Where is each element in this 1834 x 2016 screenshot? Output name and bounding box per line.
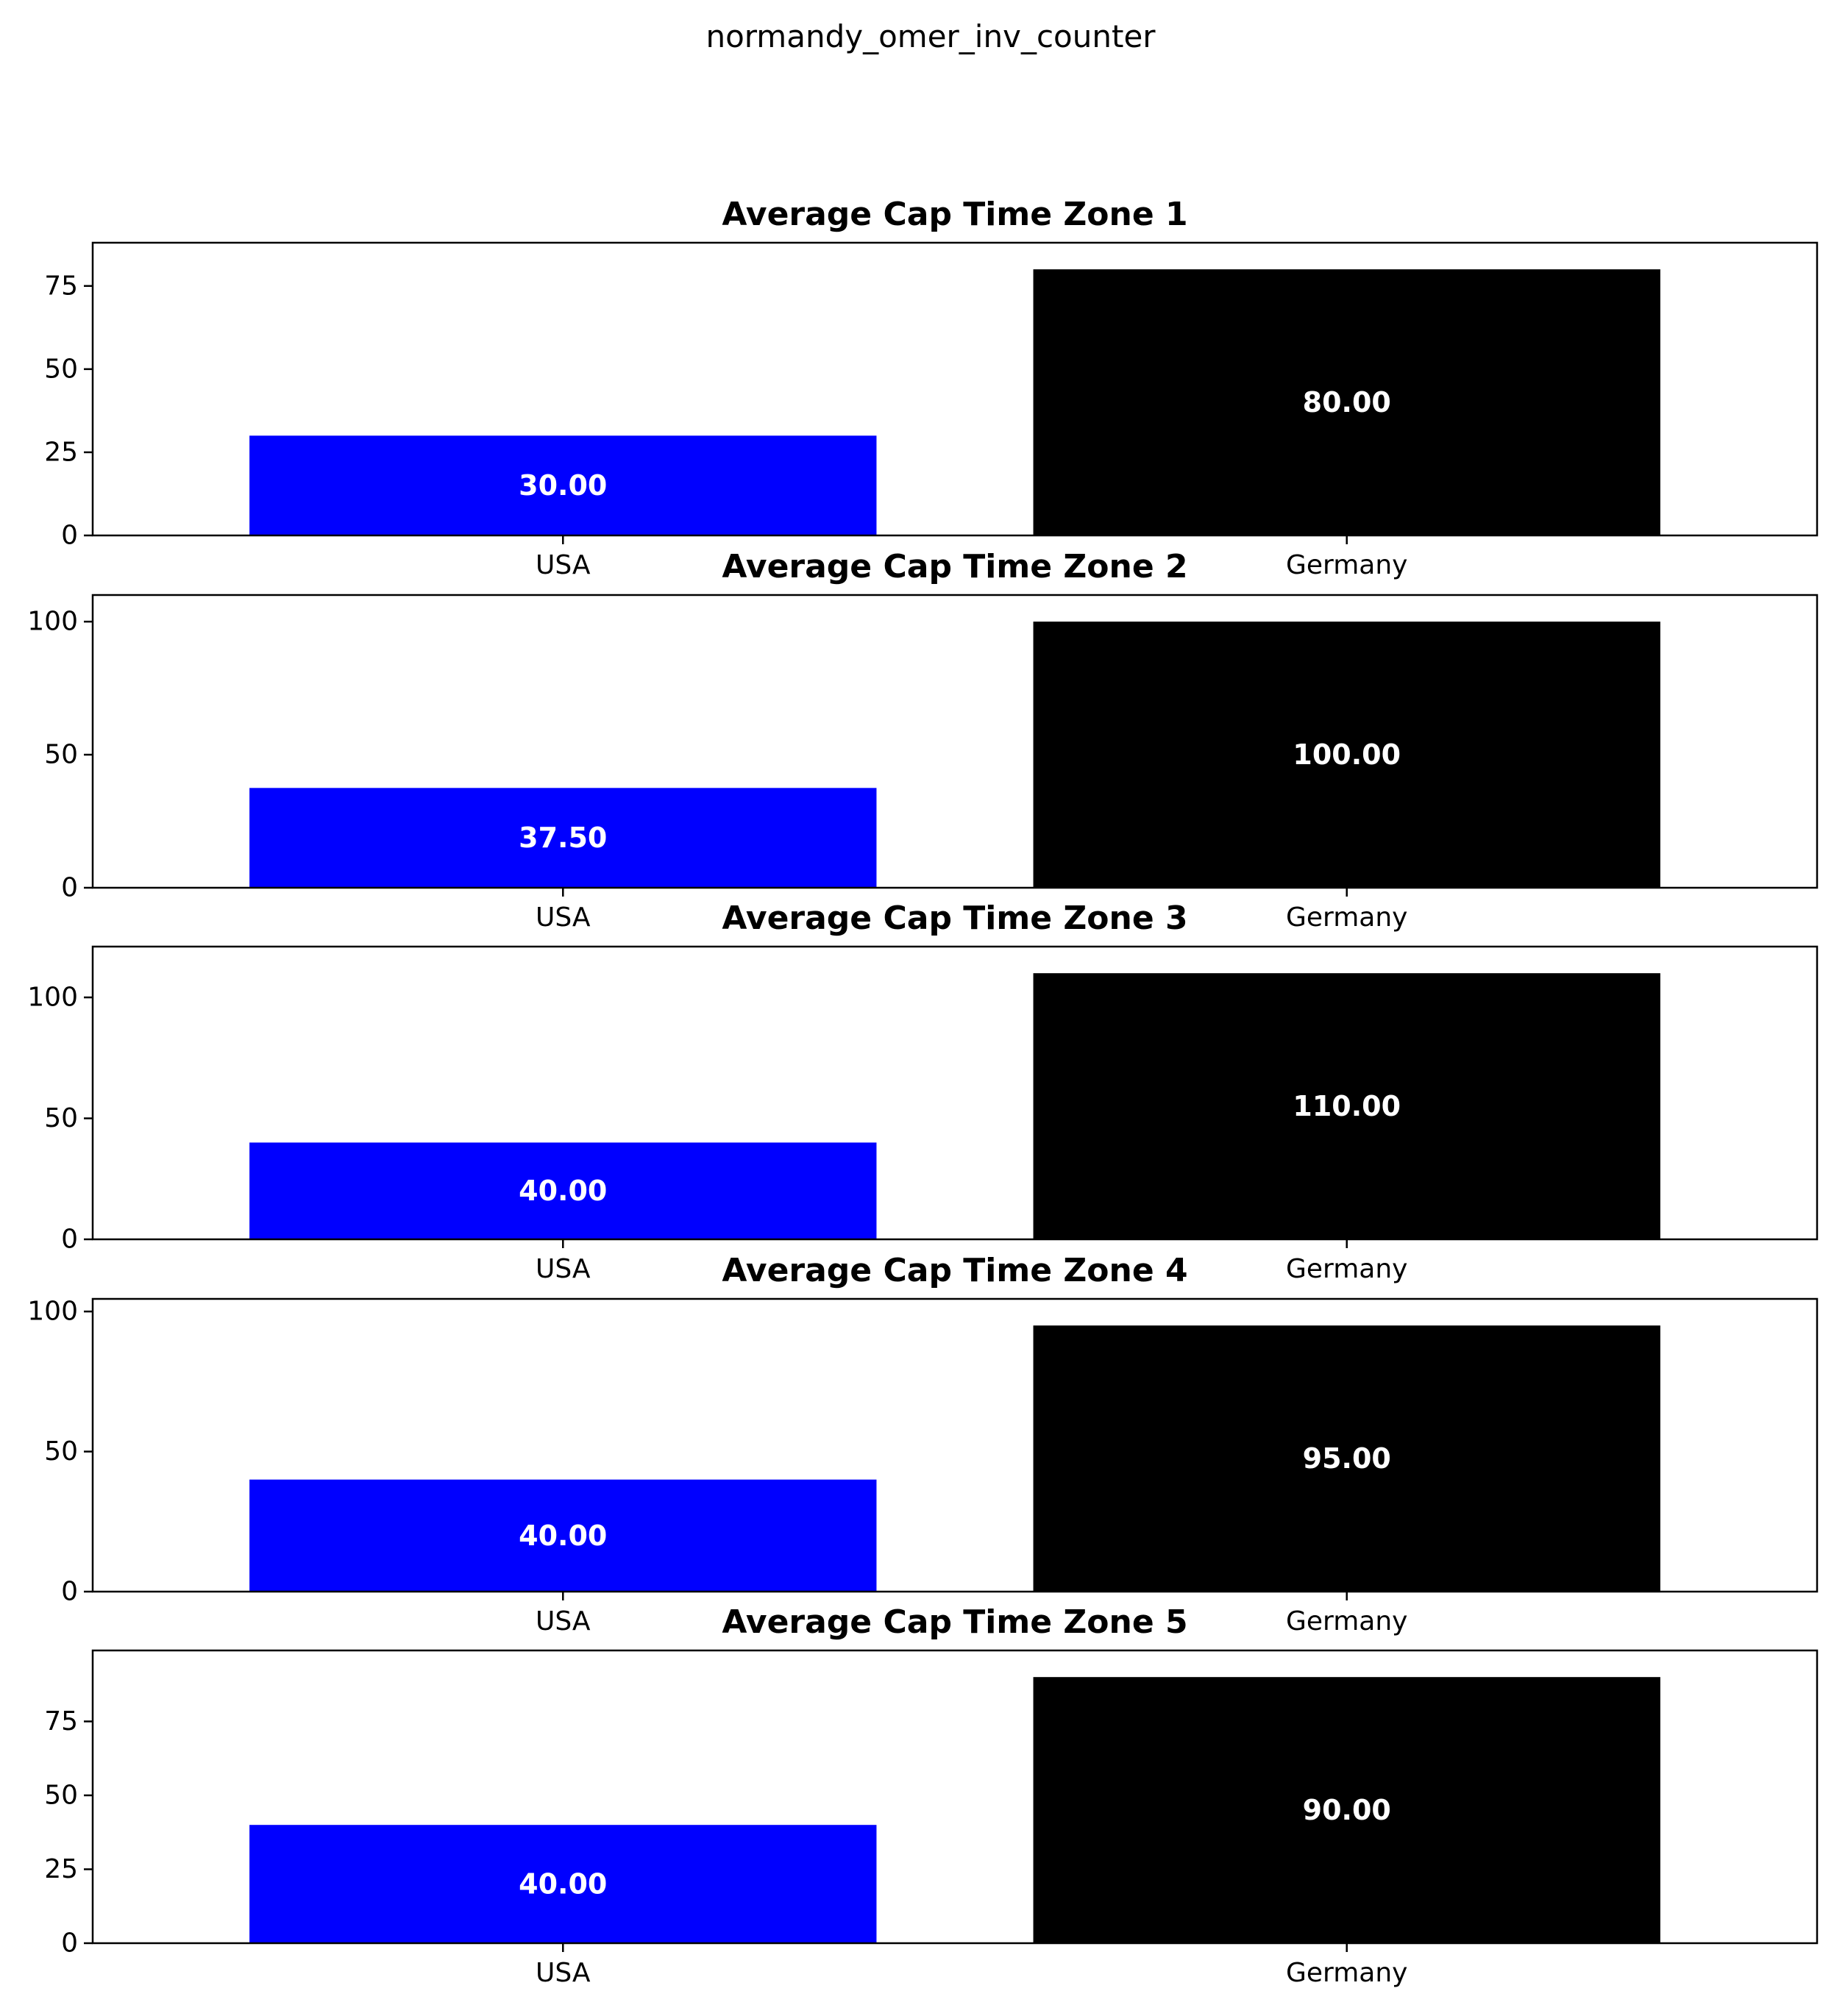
x-tick-label: USA [536,1958,591,1988]
bar-value-label: 95.00 [1303,1442,1391,1475]
bar-germany [1033,1325,1660,1592]
bar-germany [1033,973,1660,1239]
panel-title: Average Cap Time Zone 2 [722,548,1187,585]
axes-frame [91,945,1819,1241]
y-tick-label: 100 [27,983,78,1013]
x-tick-label: Germany [1286,1606,1407,1636]
y-tick-label: 50 [44,1780,78,1810]
bar-value-label: 100.00 [1293,738,1401,771]
bar-value-label: 80.00 [1303,386,1391,418]
subplot-zone-2: Average Cap Time Zone 2 37.50 100.00 0 50 100… [27,548,1819,933]
y-tick-label: 50 [44,740,78,770]
bar-usa [249,1825,877,1943]
y-tick-label: 50 [44,354,78,384]
x-tick-label: Germany [1286,550,1407,580]
subplot-zone-5: Average Cap Time Zone 5 40.00 90.00 0 25 50 75… [44,1603,1819,1988]
panel-title: Average Cap Time Zone 4 [722,1252,1187,1289]
y-tick-label: 75 [44,1706,78,1737]
bar-usa [249,788,877,888]
x-tick-label: USA [536,1254,591,1284]
bar-usa [249,1479,877,1592]
figure-suptitle: normandy_omer_inv_counter [705,18,1156,54]
bar-germany [1033,269,1660,535]
y-tick-label: 0 [61,873,78,903]
x-tick-label: USA [536,1606,591,1636]
bar-germany [1033,621,1660,888]
y-tick-label: 0 [61,521,78,551]
panel-title: Average Cap Time Zone 1 [722,196,1187,233]
panel-title: Average Cap Time Zone 3 [722,900,1187,937]
y-tick-label: 100 [27,1297,78,1327]
y-tick-label: 0 [61,1928,78,1959]
panel-title: Average Cap Time Zone 5 [722,1603,1187,1641]
x-tick-label: USA [536,902,591,933]
bar-value-label: 40.00 [519,1175,607,1207]
y-tick-label: 25 [44,437,78,467]
y-tick-label: 50 [44,1436,78,1467]
x-tick-label: Germany [1286,1254,1407,1284]
bar-value-label: 37.50 [519,822,607,854]
y-tick-label: 50 [44,1103,78,1133]
axes-frame [91,1649,1819,1945]
y-tick-label: 100 [27,607,78,637]
bar-value-label: 40.00 [519,1868,607,1901]
y-tick-label: 0 [61,1577,78,1607]
y-tick-label: 0 [61,1225,78,1255]
y-tick-label: 75 [44,271,78,301]
bar-usa [249,1142,877,1239]
subplot-zone-1: Average Cap Time Zone 1 30.00 80.00 0 25 50 75… [44,196,1819,580]
axes-frame [91,594,1819,889]
bar-value-label: 110.00 [1293,1090,1401,1122]
bar-usa [249,435,877,535]
axes-frame [91,241,1819,537]
bar-value-label: 90.00 [1303,1794,1391,1826]
bar-germany [1033,1677,1660,1943]
x-tick-label: Germany [1286,902,1407,933]
subplot-panels: Average Cap Time Zone 1 30.00 80.00 0 25 50 75… [27,196,1819,1988]
subplot-zone-4: Average Cap Time Zone 4 40.00 95.00 0 50 100 U… [27,1252,1819,1636]
axes-frame [91,1297,1819,1593]
x-tick-label: USA [536,550,591,580]
subplot-zone-3: Average Cap Time Zone 3 40.00 110.00 0 50 100… [27,900,1819,1284]
x-tick-label: Germany [1286,1958,1407,1988]
bar-value-label: 30.00 [519,469,607,502]
bar-value-label: 40.00 [519,1520,607,1552]
y-tick-label: 25 [44,1854,78,1884]
